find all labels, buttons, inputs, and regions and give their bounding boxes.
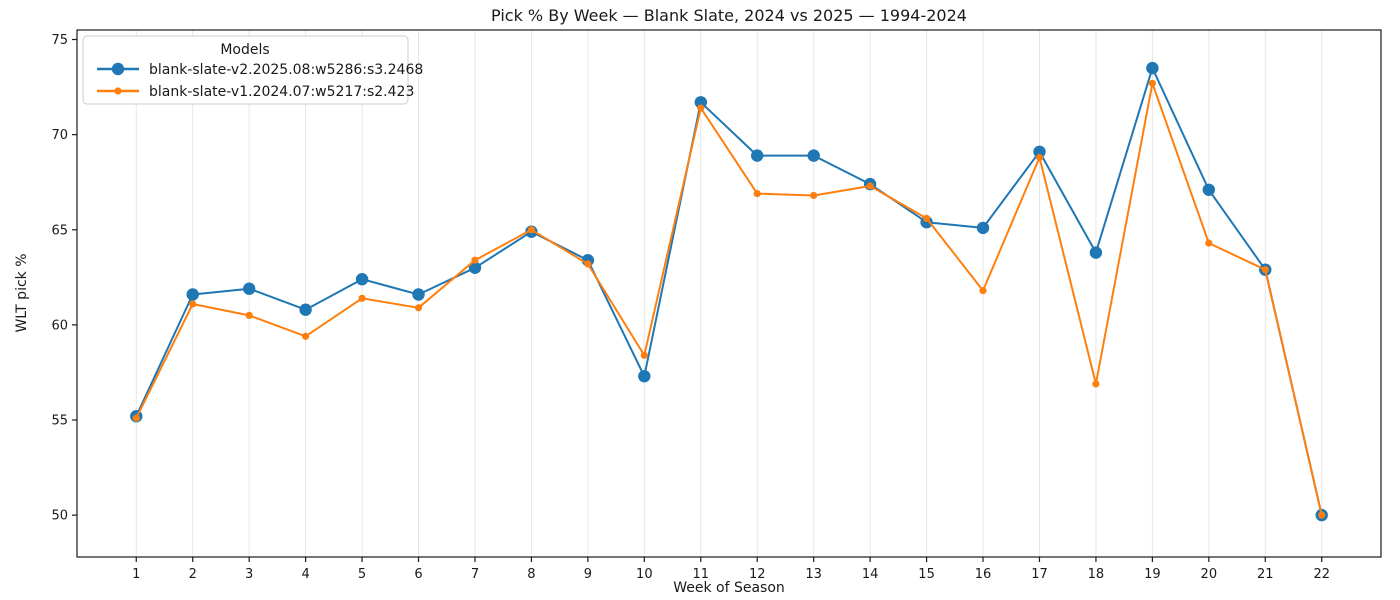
x-tick-label: 4 [301,567,309,582]
data-point [1202,183,1216,196]
x-tick-label: 5 [358,567,366,582]
x-tick-label: 17 [1031,567,1048,582]
data-point [810,191,818,200]
x-tick-label: 6 [414,567,422,582]
x-tick-label: 13 [805,567,822,582]
x-tick-label: 14 [862,567,879,582]
data-point [412,288,425,301]
series-1 [130,61,1328,522]
data-point [1033,145,1046,158]
data-point [471,256,479,264]
data-point [189,300,197,308]
legend-title: Models [220,42,269,58]
y-tick-label: 55 [51,414,68,429]
series-2 [132,79,1326,519]
data-point [243,282,256,295]
data-point [1148,79,1156,87]
data-point [527,226,536,234]
legend-swatch-marker [111,62,125,76]
data-point [302,332,310,340]
data-point [132,414,140,422]
data-point [697,104,705,112]
data-point [414,304,423,312]
gridlines [135,30,1323,557]
x-tick-label: 10 [636,567,653,582]
data-point [355,273,369,286]
data-point [979,287,987,295]
x-tick-label: 18 [1088,567,1105,582]
data-point [468,261,482,274]
legend-entry: blank-slate-v1.2024.07:w5217:s2.423 [97,84,414,100]
data-point [807,149,820,162]
data-point [638,370,651,383]
data-point [1205,239,1213,247]
x-tick-label: 7 [471,567,479,582]
data-point [1089,246,1103,259]
y-tick-label: 50 [51,509,68,524]
x-tick-label: 3 [245,567,253,582]
data-point [751,149,764,162]
x-tick-label: 8 [527,567,535,582]
data-point [1146,61,1159,75]
x-tick-label: 11 [693,567,710,582]
y-tick-label: 70 [51,128,68,143]
x-tick-label: 12 [749,567,766,582]
series-line [135,82,1323,516]
data-point [299,303,312,316]
plot-border [76,29,1382,558]
y-tick-label: 60 [51,318,68,333]
data-point [976,221,990,235]
legend-entry: blank-slate-v2.2025.08:w5286:s3.2468 [97,62,423,78]
data-point [358,294,366,302]
data-point [640,351,648,359]
data-point [694,96,707,109]
legend-swatch-marker [114,87,122,95]
data-point [186,288,199,301]
series-line [135,67,1323,516]
legend-entry-label: blank-slate-v2.2025.08:w5286:s3.2468 [149,62,423,78]
data-point [753,190,761,198]
y-axis-label: WLT pick % [14,253,30,332]
chart-title: Pick % By Week — Blank Slate, 2024 vs 20… [491,6,967,25]
legend-box [82,35,409,105]
x-tick-label: 16 [975,567,992,582]
x-tick-label: 1 [132,567,140,582]
x-tick-label: 20 [1201,567,1218,582]
data-point [923,214,931,222]
data-point [245,311,253,319]
data-series [130,61,1328,522]
data-point [1092,380,1100,388]
legend: Models blank-slate-v2.2025.08:w5286:s3.24… [82,35,423,105]
data-point [1035,153,1044,162]
x-tick-label: 9 [584,567,592,582]
legend-entry-label: blank-slate-v1.2024.07:w5217:s2.423 [149,84,414,100]
x-tick-label: 22 [1313,567,1330,582]
x-axis-label: Week of Season [673,580,785,596]
data-point [1318,511,1326,519]
y-tick-label: 75 [51,33,68,48]
x-tick-label: 19 [1144,567,1161,582]
x-tick-label: 15 [918,567,935,582]
y-tick-label: 65 [51,223,68,238]
x-tick-label: 2 [189,567,197,582]
data-point [1261,266,1269,274]
data-point [584,260,592,268]
x-tick-label: 21 [1257,567,1274,582]
data-point [866,182,874,190]
